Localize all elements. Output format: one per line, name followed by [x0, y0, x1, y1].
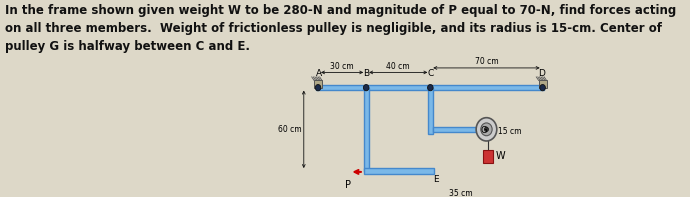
Circle shape: [476, 118, 497, 141]
Bar: [433, 127, 486, 132]
Text: C: C: [427, 69, 433, 78]
Bar: [483, 150, 493, 163]
Circle shape: [540, 85, 545, 91]
Text: P: P: [345, 180, 351, 190]
Circle shape: [484, 127, 489, 132]
Bar: [317, 85, 544, 90]
Text: 30 cm: 30 cm: [331, 62, 354, 71]
Text: 60 cm: 60 cm: [278, 125, 302, 134]
Circle shape: [315, 85, 321, 91]
Bar: [428, 88, 433, 134]
Text: E: E: [433, 175, 438, 184]
Text: 70 cm: 70 cm: [475, 57, 498, 66]
Circle shape: [364, 85, 369, 91]
Text: In the frame shown given weight W to be 280-N and magnitude of P equal to 70-N, : In the frame shown given weight W to be …: [6, 4, 677, 53]
Text: B: B: [363, 69, 369, 78]
Bar: [364, 88, 368, 171]
Text: D: D: [538, 69, 545, 78]
Circle shape: [428, 85, 433, 91]
Text: A: A: [316, 69, 322, 78]
Bar: [539, 81, 546, 88]
Text: G: G: [480, 126, 486, 135]
Text: W: W: [495, 151, 505, 161]
Text: 40 cm: 40 cm: [386, 62, 410, 71]
Bar: [364, 168, 434, 174]
Circle shape: [481, 123, 492, 136]
Text: 15 cm: 15 cm: [498, 127, 522, 136]
Text: 35 cm: 35 cm: [448, 189, 472, 197]
Bar: [314, 81, 322, 88]
